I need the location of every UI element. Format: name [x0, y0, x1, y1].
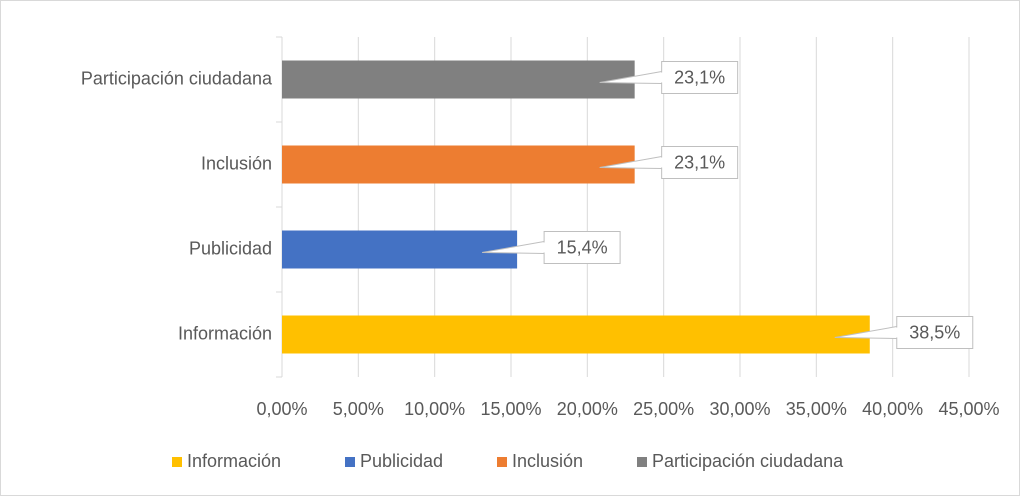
x-tick-label: 40,00% — [862, 399, 923, 419]
legend-label: Publicidad — [360, 451, 443, 471]
bar — [282, 145, 635, 184]
x-tick-label: 15,00% — [480, 399, 541, 419]
legend-swatch — [345, 457, 355, 467]
bar — [282, 315, 870, 354]
label-box — [661, 146, 739, 179]
legend-swatch — [497, 457, 507, 467]
label-box — [543, 231, 621, 264]
x-tick-label: 35,00% — [786, 399, 847, 419]
label-box — [661, 61, 739, 94]
data-label: 38,5% — [909, 322, 960, 342]
x-tick-label: 25,00% — [633, 399, 694, 419]
x-tick-label: 5,00% — [333, 399, 384, 419]
legend-label: Inclusión — [512, 451, 583, 471]
y-tick-label: Información — [178, 323, 272, 343]
y-tick-label: Publicidad — [189, 238, 272, 258]
bar — [282, 60, 635, 99]
y-tick-label: Participación ciudadana — [81, 68, 273, 88]
y-tick-label: Inclusión — [201, 153, 272, 173]
legend-swatch — [172, 457, 182, 467]
x-tick-label: 20,00% — [557, 399, 618, 419]
data-label: 15,4% — [557, 237, 608, 257]
bar — [282, 230, 518, 269]
x-tick-label: 45,00% — [938, 399, 999, 419]
legend-swatch — [637, 457, 647, 467]
x-tick-label: 10,00% — [404, 399, 465, 419]
legend-label: Participación ciudadana — [652, 451, 844, 471]
data-label: 23,1% — [674, 67, 725, 87]
data-label: 23,1% — [674, 152, 725, 172]
x-tick-label: 30,00% — [709, 399, 770, 419]
x-tick-label: 0,00% — [256, 399, 307, 419]
legend-label: Información — [187, 451, 281, 471]
